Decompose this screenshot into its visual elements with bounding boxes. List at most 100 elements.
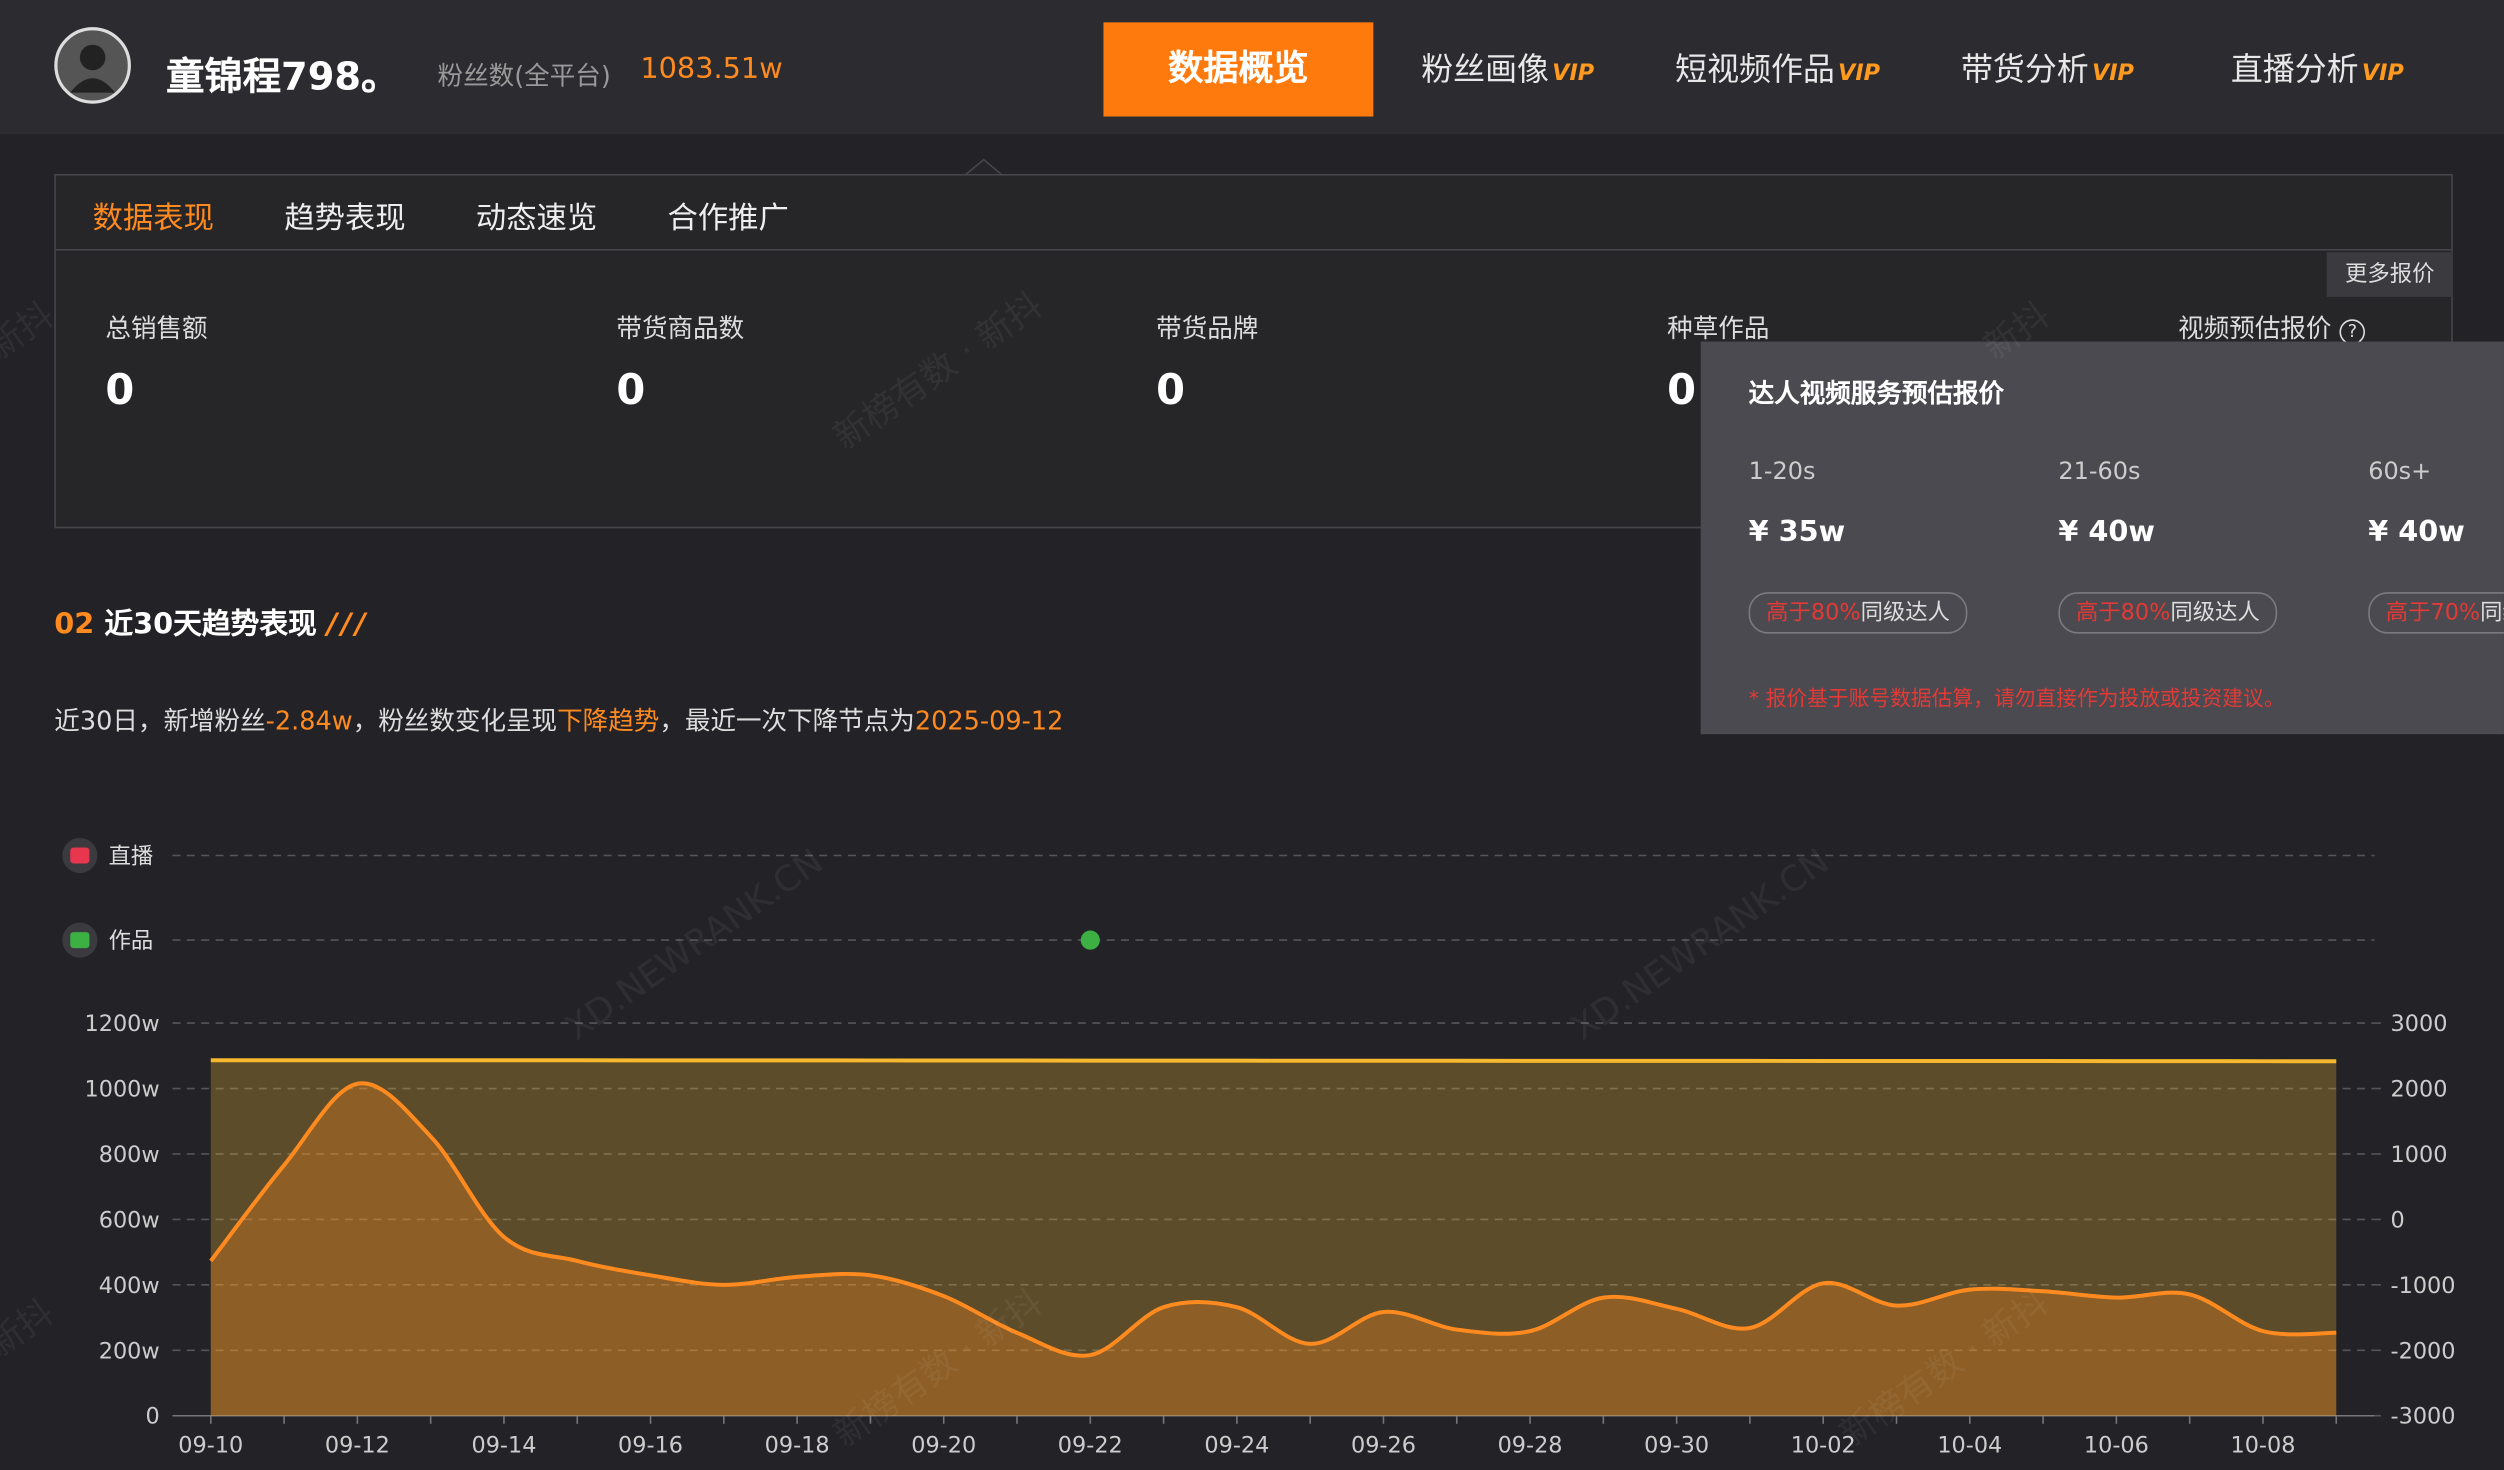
row-icon <box>70 847 90 864</box>
x-tick-label: 09-28 <box>1498 1432 1563 1458</box>
x-tick-label: 10-08 <box>2230 1432 2295 1458</box>
y-tick-label: 200w <box>99 1338 160 1364</box>
x-tick-label: 09-18 <box>765 1432 830 1458</box>
more-quotes[interactable]: 更多报价 <box>2326 252 2453 297</box>
tier-compare: 高于70%同级达人 <box>2368 592 2504 634</box>
line <box>209 1081 2337 1358</box>
compare-suffix: 同级达人 <box>2170 600 2260 626</box>
area <box>210 1060 2337 1416</box>
vip-badge: VIP <box>1552 60 1595 87</box>
x-tick-label: 09-24 <box>1204 1432 1269 1458</box>
tab[interactable]: 趋势表现 <box>284 201 406 237</box>
nav-tab[interactable]: 短视频作品 VIP <box>1675 22 1880 116</box>
tier-duration: 1-20s <box>1748 456 1816 486</box>
vip-badge: VIP <box>2091 60 2134 87</box>
nav-tab[interactable]: 带货分析 VIP <box>1961 22 2134 116</box>
event-dot <box>1080 930 1100 950</box>
x-tick-label: 10-04 <box>1937 1432 2002 1458</box>
metric-label: 带货品牌 <box>1156 312 1259 344</box>
compare-value: 80% <box>2120 600 2171 626</box>
x-tick-label: 09-20 <box>911 1432 976 1458</box>
header: 童锦程798。 粉丝数(全平台) 1083.51w 数据概览 粉丝画像 VIP 短… <box>0 0 2504 135</box>
area <box>210 1083 2337 1416</box>
x-tick-label: 10-06 <box>2084 1432 2149 1458</box>
tab[interactable]: 动态速览 <box>475 201 598 237</box>
summary-text: 近30日，新增粉丝 <box>54 705 266 736</box>
tab[interactable]: 数据表现 <box>92 201 215 237</box>
summary-text: ，最近一次下降节点为 <box>659 705 915 736</box>
quote-label: 视频预估报价 ? <box>2178 306 2366 345</box>
y2-tick-label: 3000 <box>2391 1011 2448 1037</box>
tier-compare: 高于80%同级达人 <box>1748 592 1968 634</box>
avatar <box>54 27 131 104</box>
y-tick-label: 800w <box>99 1142 160 1168</box>
quote-popup: 达人视频服务预估报价 1-20s ¥ 35w 高于80%同级达人 21-60s … <box>1700 341 2504 735</box>
fans-label: 粉丝数(全平台) <box>437 60 611 91</box>
section-number: 02 <box>54 608 95 642</box>
nav-tab[interactable]: 直播分析 VIP <box>2231 22 2404 116</box>
y-tick-label: 1200w <box>85 1011 160 1037</box>
y-tick-label: 0 <box>145 1404 159 1430</box>
tier-price: ¥ 40w <box>2368 515 2465 550</box>
y-tick-label: 600w <box>99 1207 160 1233</box>
decoration: / / / <box>326 608 366 642</box>
y-tick-label: 400w <box>99 1273 160 1299</box>
nav-tab[interactable]: 粉丝画像 VIP <box>1421 22 1594 116</box>
notch <box>964 158 1003 177</box>
tier-price: ¥ 35w <box>1748 515 1846 550</box>
compare-prefix: 高于 <box>2385 600 2431 626</box>
user-name: 童锦程798。 <box>166 54 400 99</box>
quote-label-text: 视频预估报价 <box>2178 312 2332 344</box>
nav-tab[interactable]: 数据概览 <box>1103 22 1374 117</box>
y-tick-label: 1000w <box>85 1077 160 1103</box>
compare-value: 70% <box>2430 600 2481 626</box>
metric-label: 带货商品数 <box>616 312 745 344</box>
x-tick-label: 09-26 <box>1351 1432 1416 1458</box>
nav-label: 带货分析 <box>1960 49 2089 88</box>
section-title: 02 近30天趋势表现 / / / <box>54 602 366 643</box>
tab[interactable]: 合作推广 <box>667 201 789 237</box>
row-icon <box>70 932 90 949</box>
compare-value: 80% <box>1810 600 1861 626</box>
tier-price: ¥ 40w <box>2058 515 2155 550</box>
x-tick-label: 09-12 <box>325 1432 390 1458</box>
tier-compare: 高于80%同级达人 <box>2058 592 2278 634</box>
compare-prefix: 高于 <box>2075 600 2121 626</box>
x-tick-label: 09-30 <box>1644 1432 1709 1458</box>
line <box>210 1058 2337 1064</box>
summary-text: ，粉丝数变化呈现 <box>352 705 558 736</box>
x-tick-label: 10-02 <box>1791 1432 1856 1458</box>
metric-value: 0 <box>616 367 646 415</box>
compare-prefix: 高于 <box>1766 600 1811 626</box>
summary-highlight: 2025-09-12 <box>914 705 1064 736</box>
vip-badge: VIP <box>2361 60 2404 87</box>
nav-label: 粉丝画像 <box>1421 49 1549 88</box>
tier-duration: 60s+ <box>2368 456 2432 486</box>
row-label: 直播 <box>109 843 154 869</box>
vip-badge: VIP <box>1838 60 1881 87</box>
summary-highlight: -2.84w <box>265 705 353 736</box>
summary-highlight: 下降趋势 <box>557 705 660 736</box>
nav-label: 直播分析 <box>2230 49 2359 88</box>
metric-label: 种草作品 <box>1667 312 1770 344</box>
metric-label: 总销售额 <box>105 312 208 344</box>
y2-tick-label: 1000 <box>2391 1142 2448 1168</box>
y2-tick-label: 0 <box>2391 1207 2405 1233</box>
metric-value: 0 <box>1156 367 1186 415</box>
compare-suffix: 同级达人 <box>2480 600 2504 626</box>
x-tick-label: 09-10 <box>178 1432 243 1458</box>
tab-bar: 数据表现 趋势表现 动态速览 合作推广 <box>55 176 2452 251</box>
summary: 近30日，新增粉丝-2.84w，粉丝数变化呈现下降趋势，最近一次下降节点为202… <box>54 699 1063 737</box>
popup-title: 达人视频服务预估报价 <box>1748 378 2005 409</box>
x-tick-label: 09-22 <box>1058 1432 1123 1458</box>
y2-tick-label: -3000 <box>2391 1404 2456 1430</box>
metric-value: 0 <box>1667 367 1697 415</box>
x-tick-label: 09-16 <box>618 1432 683 1458</box>
row-label: 作品 <box>109 928 154 954</box>
x-tick-label: 09-14 <box>471 1432 536 1458</box>
popup-note: * 报价基于账号数据估算，请勿直接作为投放或投资建议。 <box>1748 687 2285 712</box>
section-name: 近30天趋势表现 <box>104 608 317 642</box>
